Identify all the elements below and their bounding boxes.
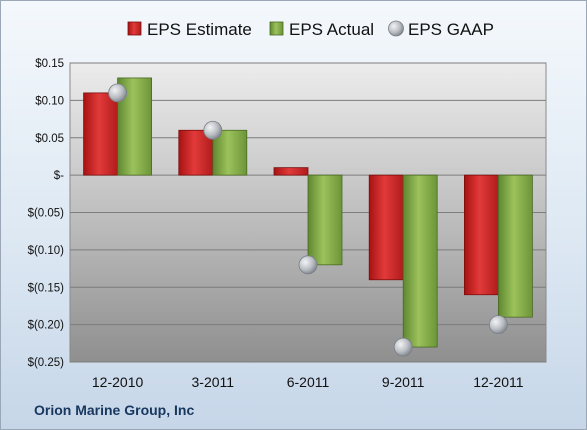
legend-label: EPS Actual (289, 20, 374, 39)
eps-estimate-bar (273, 167, 309, 176)
eps-actual-bar (497, 174, 533, 318)
y-tick-label: $0.10 (35, 95, 64, 107)
eps-gaap-marker (488, 315, 508, 335)
x-category-label: 9-2011 (382, 374, 425, 390)
eps-gaap-marker (203, 120, 223, 140)
legend-swatch-actual (269, 21, 284, 36)
y-tick-label: $0.05 (35, 133, 64, 145)
eps-estimate-bar (463, 174, 499, 296)
gaap-markers (108, 83, 508, 357)
y-tick-label: $(0.15) (28, 282, 65, 294)
legend-label: EPS GAAP (408, 20, 494, 39)
eps-actual-bar (402, 174, 438, 348)
x-category-label: 3-2011 (192, 374, 235, 390)
eps-actual-bar (307, 174, 343, 266)
eps-estimate-bar (83, 92, 118, 176)
bars (83, 77, 533, 348)
y-tick-label: $(0.20) (28, 320, 65, 332)
company-name: Orion Marine Group, Inc (34, 402, 195, 418)
eps-gaap-marker (393, 337, 413, 357)
y-axis-ticks: $0.15 $0.10 $0.05 $- $(0.05) $(0.10) $(0.15) $(… (28, 58, 65, 369)
x-category-label: 12-2010 (92, 374, 144, 390)
x-category-label: 12-2011 (473, 374, 524, 390)
y-tick-label: $(0.25) (28, 357, 65, 369)
x-axis-categories: 12-2010 3-2011 6-2011 9-2011 12-2011 (92, 374, 524, 390)
y-tick-label: $(0.10) (28, 245, 65, 257)
legend-swatch-estimate (127, 21, 142, 36)
eps-gaap-marker (298, 255, 318, 275)
y-tick-label: $0.15 (35, 58, 64, 70)
x-category-label: 6-2011 (287, 374, 330, 390)
eps-gaap-marker (108, 83, 127, 103)
y-tick-label: $- (54, 170, 64, 182)
legend: EPS Estimate EPS Actual EPS GAAP (127, 20, 494, 39)
y-tick-label: $(0.05) (28, 208, 65, 220)
legend-swatch-gaap (388, 20, 404, 37)
eps-estimate-bar (368, 174, 404, 281)
legend-label: EPS Estimate (147, 20, 252, 39)
